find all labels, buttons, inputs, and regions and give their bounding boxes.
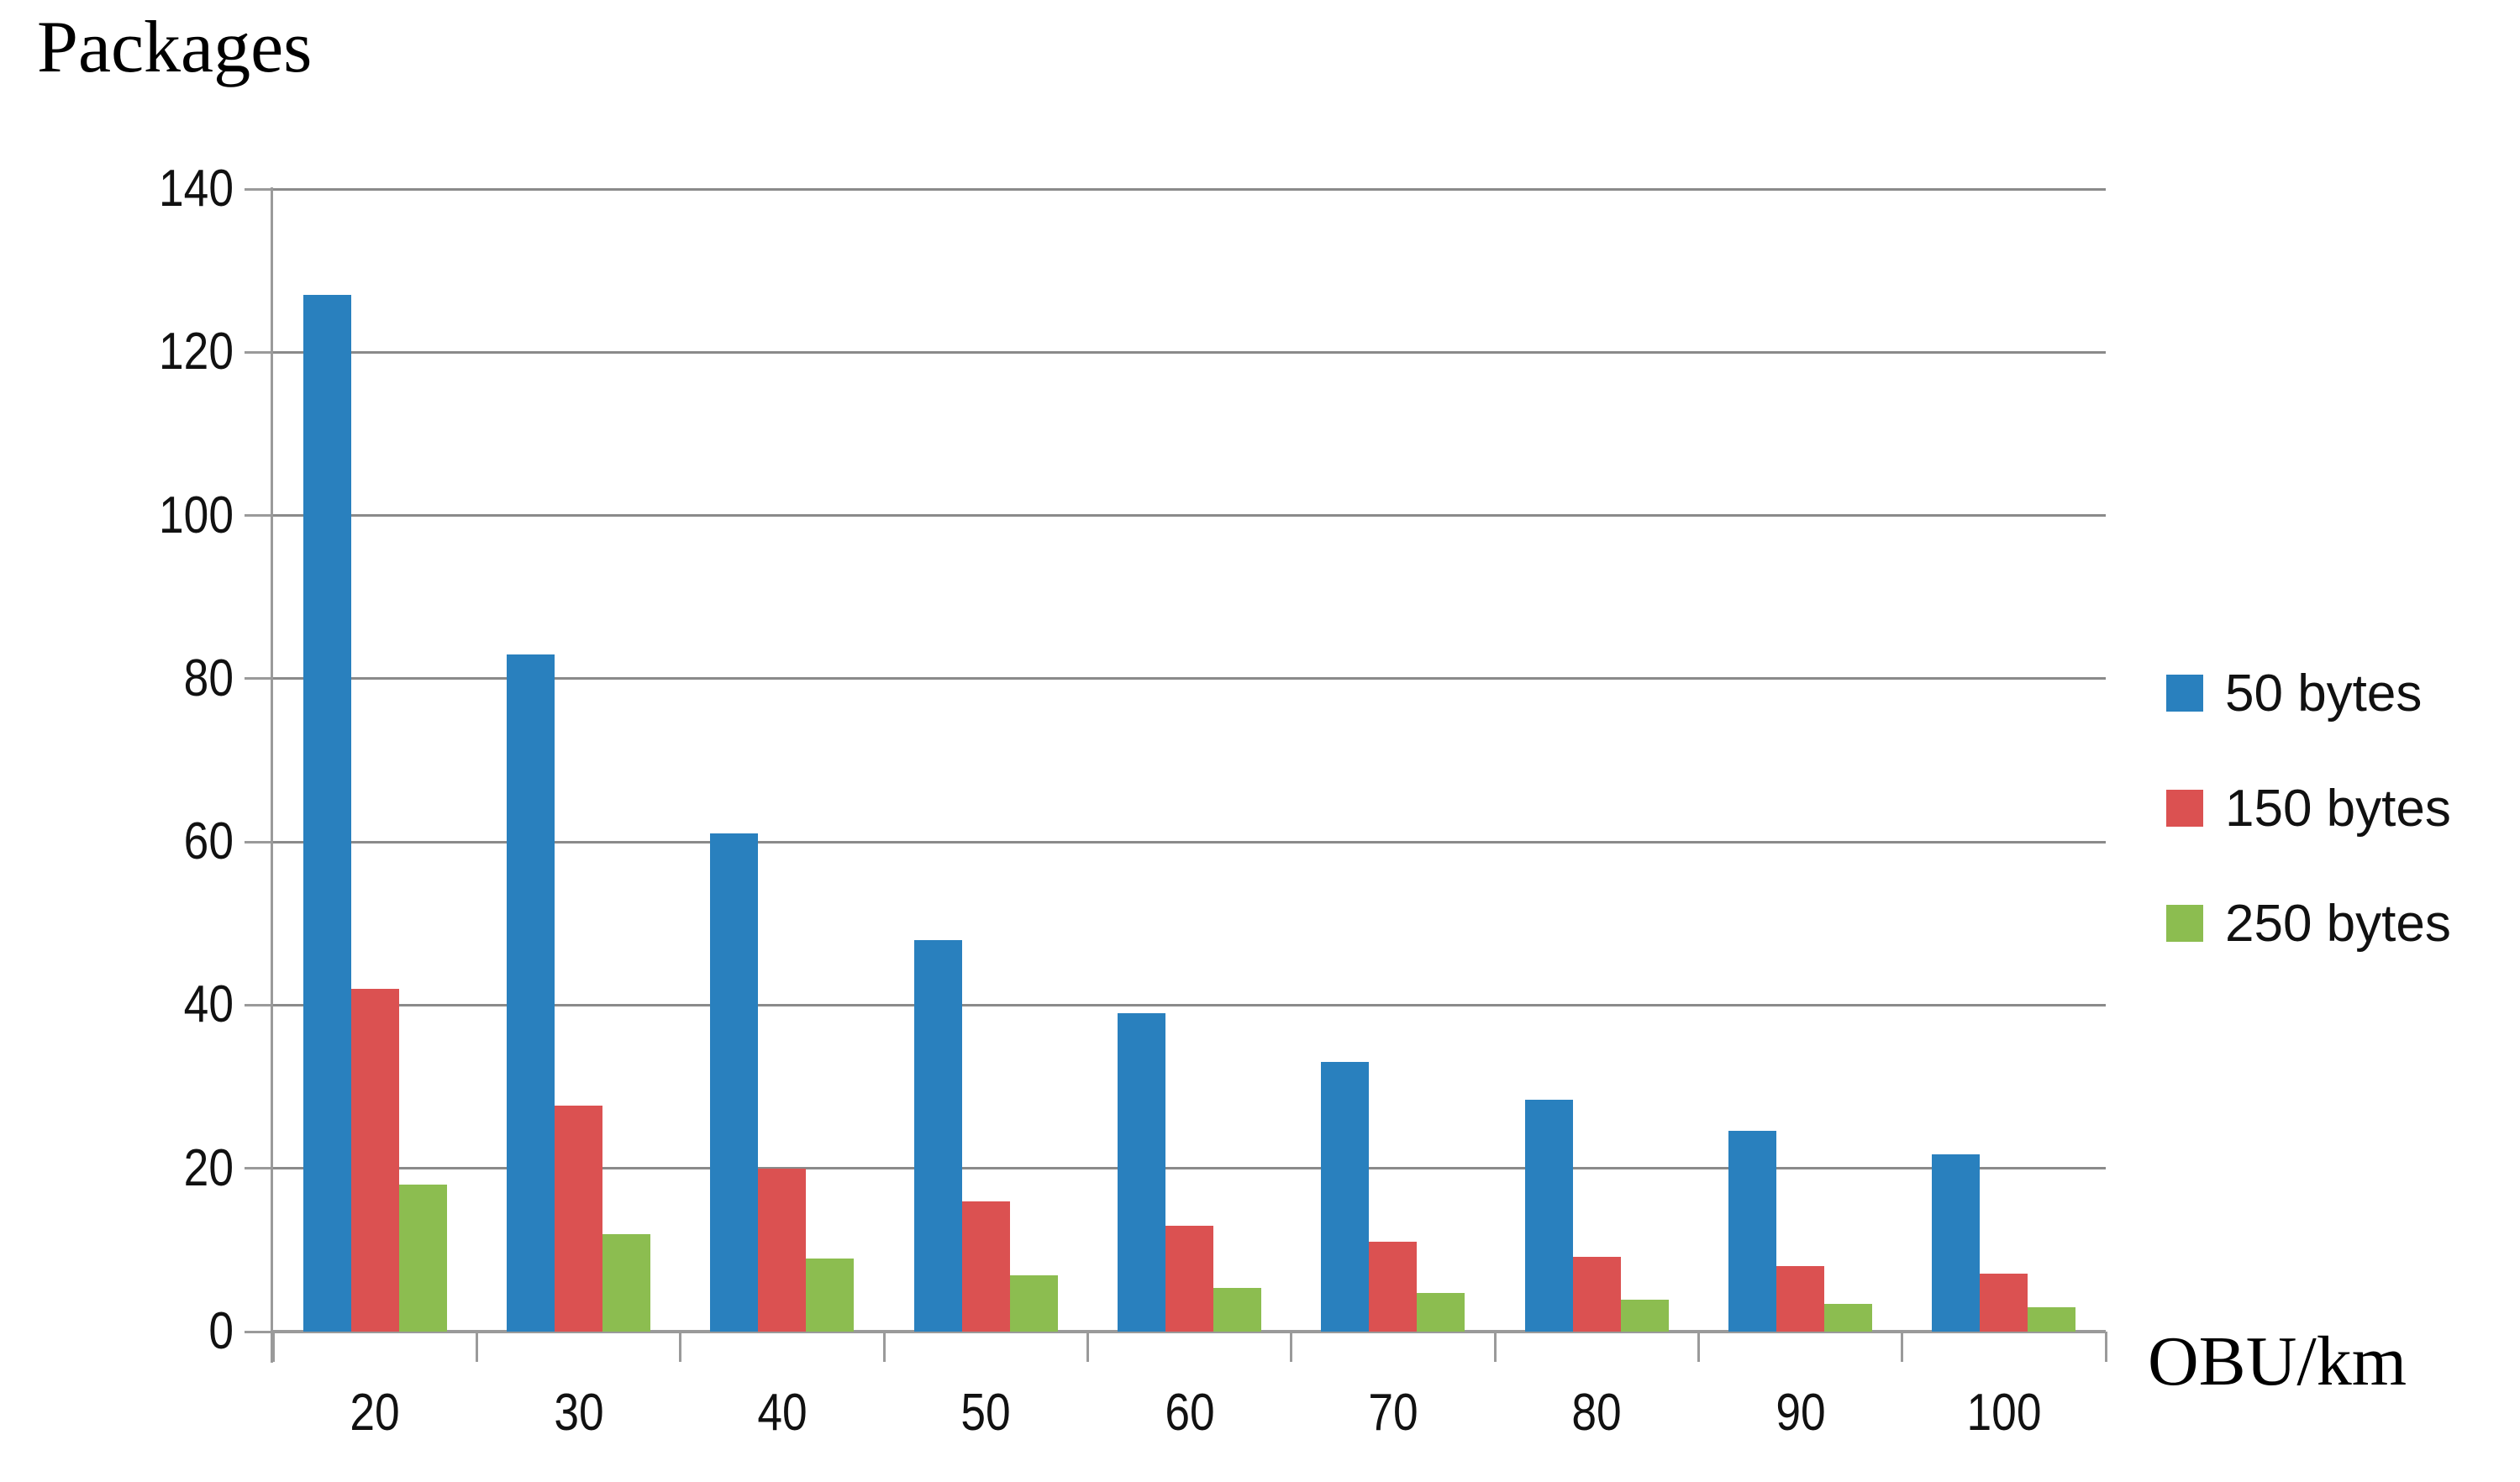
x-tick [1901, 1332, 1904, 1362]
legend-swatch [2166, 790, 2203, 827]
bar [303, 295, 351, 1332]
gridline [273, 1003, 2106, 1006]
x-tick [2104, 1332, 2107, 1362]
gridline [273, 350, 2106, 354]
x-tick [1697, 1332, 1700, 1362]
y-tick-label: 20 [183, 1138, 234, 1197]
y-tick [245, 1003, 273, 1006]
x-tick [475, 1332, 478, 1362]
x-tick [882, 1332, 886, 1362]
bar [710, 833, 759, 1332]
legend-label: 150 bytes [2225, 779, 2451, 838]
bar [350, 989, 399, 1332]
y-tick-label: 60 [183, 812, 234, 871]
x-tick [1290, 1332, 1293, 1362]
x-tick [679, 1332, 682, 1362]
y-tick-label: 120 [159, 323, 234, 381]
y-tick [245, 1330, 273, 1333]
bar [1620, 1300, 1669, 1332]
bar [1572, 1257, 1621, 1332]
gridline [273, 1167, 2106, 1170]
legend-label: 50 bytes [2225, 664, 2423, 723]
x-tick-label: 90 [1775, 1384, 1826, 1442]
bar [2028, 1307, 2076, 1332]
gridline [273, 677, 2106, 681]
x-tick-labels: 20 30 40 50 60 70 80 90 100 [273, 1380, 2106, 1455]
gridline [273, 187, 2106, 191]
bar [1213, 1288, 1261, 1332]
gridline [273, 840, 2106, 843]
x-tick-label: 80 [1571, 1384, 1622, 1442]
x-tick-label: 50 [960, 1384, 1011, 1442]
bar [758, 1169, 807, 1332]
bar [1118, 1013, 1165, 1332]
x-tick-label: 70 [1368, 1384, 1418, 1442]
bar [398, 1185, 447, 1332]
bar [1321, 1062, 1370, 1332]
bar [1369, 1242, 1418, 1332]
x-tick-label: 100 [1966, 1384, 2042, 1442]
y-tick-label: 0 [208, 1302, 234, 1360]
gridline [273, 514, 2106, 518]
x-tick-label: 30 [553, 1384, 604, 1442]
legend-item: 50 bytes [2166, 664, 2451, 723]
x-tick-label: 40 [757, 1384, 808, 1442]
bar [507, 654, 555, 1332]
y-tick [245, 1167, 273, 1170]
x-tick [1493, 1332, 1497, 1362]
y-tick [245, 677, 273, 681]
y-axis-line [271, 187, 273, 1363]
bar [1009, 1275, 1058, 1332]
bar [1932, 1154, 1981, 1332]
bar [961, 1201, 1010, 1332]
x-tick [271, 1332, 275, 1362]
bar [1776, 1266, 1824, 1332]
y-tick-label: 100 [159, 486, 234, 544]
bar [806, 1259, 855, 1332]
bar [1824, 1304, 1872, 1332]
y-tick-labels: 0 20 40 60 80 100 120 140 [0, 160, 234, 1360]
x-tick [1086, 1332, 1089, 1362]
legend-item: 150 bytes [2166, 779, 2451, 838]
x-tick-label: 20 [350, 1384, 400, 1442]
bar [913, 940, 962, 1332]
legend-swatch [2166, 905, 2203, 942]
legend-swatch [2166, 675, 2203, 712]
x-axis-label: OBU/km [2148, 1322, 2407, 1401]
y-tick [245, 350, 273, 354]
chart-title: Packages [37, 7, 313, 88]
y-tick-label: 140 [159, 160, 234, 218]
y-tick-label: 80 [183, 649, 234, 707]
y-tick [245, 514, 273, 518]
bar [1165, 1226, 1213, 1332]
bar [555, 1106, 602, 1332]
bar [1980, 1274, 2028, 1332]
bar [1417, 1293, 1465, 1332]
y-tick [245, 840, 273, 843]
x-axis-line [273, 1330, 2106, 1333]
legend-label: 250 bytes [2225, 894, 2451, 953]
legend: 50 bytes 150 bytes 250 bytes [2166, 664, 2451, 1012]
bar [1728, 1131, 1776, 1332]
bar [1524, 1100, 1573, 1332]
legend-item: 250 bytes [2166, 895, 2451, 953]
y-tick-label: 40 [183, 975, 234, 1034]
x-tick-label: 60 [1164, 1384, 1215, 1442]
y-tick [245, 187, 273, 191]
bar [602, 1234, 650, 1332]
plot-area [245, 187, 2107, 1362]
